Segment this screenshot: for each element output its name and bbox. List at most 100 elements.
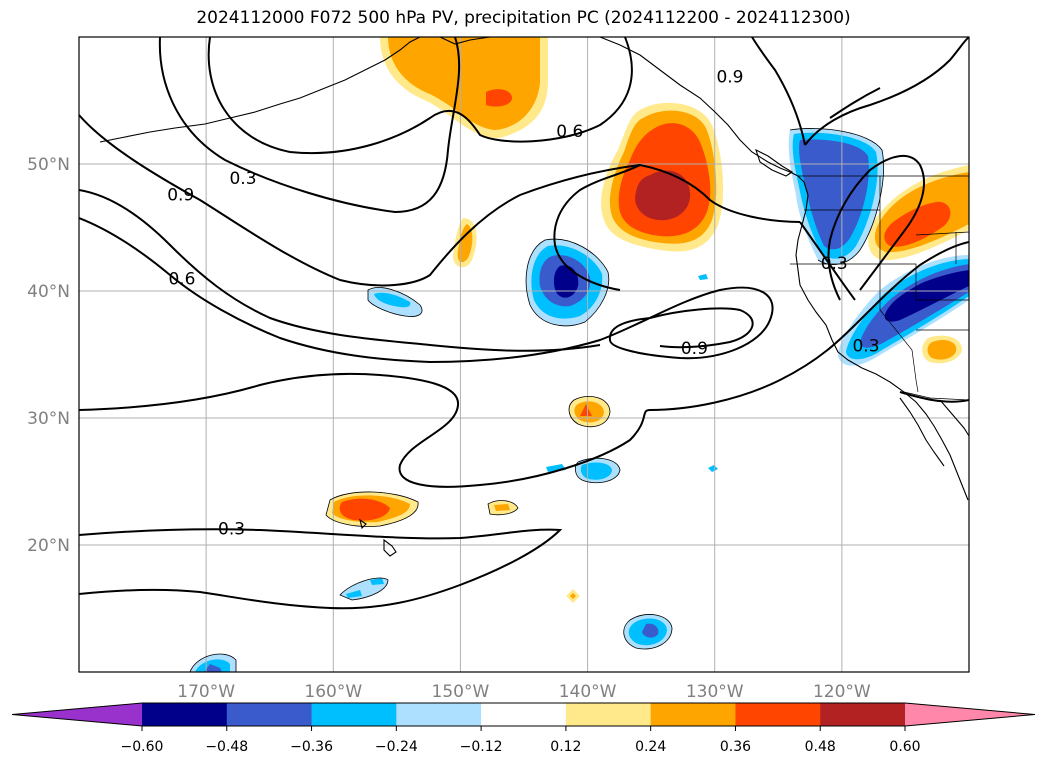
pv-contour-line [827, 155, 925, 301]
pv-contour-line [751, 37, 806, 146]
precip-positive-region [388, 37, 540, 130]
mexico-coastline [939, 399, 969, 437]
colorbar-extend-min [12, 703, 142, 726]
colorbar-swatch [142, 703, 228, 726]
contour-label: 0.6 [168, 269, 195, 289]
precip-positive-region [635, 170, 691, 221]
pv-contour-line [158, 37, 461, 214]
precip-positive-region [486, 89, 512, 107]
political-borders [790, 175, 969, 401]
precip-negative-region [884, 270, 969, 322]
colorbar-swatches [11, 702, 1036, 727]
colorbar-swatch [226, 703, 313, 726]
colorbar-tick-label: −0.12 [460, 739, 503, 755]
longitude-tick-label: 130°W [686, 682, 744, 700]
pv-contour-line [859, 241, 969, 321]
latitude-axis: 20°N 30°N 40°N 50°N [27, 155, 70, 556]
contour-label: 0.9 [681, 339, 708, 359]
longitude-tick-label: 140°W [559, 682, 617, 700]
pv-contour-line [829, 87, 881, 119]
colorbar-ticks: −0.60 −0.48 −0.36 −0.24 −0.12 0.12 0.24 0.36 0.4… [121, 726, 921, 755]
contour-label: 0.9 [716, 67, 743, 87]
precip-outline-contours [189, 128, 884, 672]
figure-title: 2024112000 F072 500 hPa PV, precipitatio… [196, 8, 851, 28]
contour-label: 0.3 [852, 337, 879, 357]
precip-negative-region [642, 623, 659, 638]
pv-contour-line [79, 189, 601, 352]
colorbar-swatch [481, 703, 567, 726]
pv-contours [79, 37, 969, 610]
precip-negative-region [374, 292, 411, 308]
map-panel: 0.9 0.6 0.3 0.9 0.6 0.9 0.3 0.3 0.3 170°W 160°W 15… [27, 36, 970, 700]
longitude-tick-label: 120°W [813, 682, 871, 700]
colorbar-swatch [650, 703, 736, 726]
state-border [915, 231, 969, 236]
hawaii-islands [383, 538, 397, 557]
precip-negative-region [698, 274, 708, 280]
colorbar-swatch [396, 703, 482, 726]
precip-positive-region [570, 593, 576, 599]
contour-label: 0.3 [821, 254, 848, 274]
longitude-axis: 170°W 160°W 150°W 140°W 130°W 120°W [177, 682, 871, 700]
colorbar-swatch [735, 703, 821, 726]
precip-positive-region [927, 340, 957, 360]
precip-negative-region [204, 664, 222, 672]
colorbar-tick-label: 0.36 [720, 739, 751, 755]
alaska-coastline [439, 37, 491, 45]
latitude-tick-label: 50°N [27, 155, 70, 175]
colorbar-extend-max [905, 703, 1035, 726]
latitude-tick-label: 40°N [27, 282, 70, 302]
pv-contour-line [79, 319, 861, 488]
latitude-tick-label: 30°N [27, 409, 70, 429]
vancouver-island [755, 148, 794, 177]
pv-contour-line [804, 37, 969, 146]
precip-negative-region [580, 462, 612, 480]
precip-positive-region [580, 404, 592, 416]
alaska-coastline [99, 37, 421, 143]
contour-label: 0.3 [229, 169, 256, 189]
pv-contour-line [553, 164, 641, 291]
colorbar-swatch [820, 703, 906, 726]
colorbar-tick-label: −0.24 [375, 739, 418, 755]
colorbar-swatch [311, 703, 397, 726]
colorbar-tick-label: 0.48 [805, 739, 836, 755]
precip-negative-region [553, 265, 579, 298]
precip-negative-region [370, 578, 384, 585]
latitude-tick-label: 20°N [27, 536, 70, 556]
precip-positive-region [339, 498, 390, 521]
contour-label: 0.6 [556, 122, 583, 142]
colorbar-tick-label: −0.60 [121, 739, 164, 755]
colorbar-tick-label: 0.24 [635, 739, 666, 755]
longitude-tick-label: 170°W [177, 682, 235, 700]
us-mexico-border [903, 391, 969, 401]
pv-contour-line [79, 114, 641, 287]
hawaii-islands [359, 518, 367, 530]
pv-contour-line [899, 391, 969, 403]
north-america-coastline [599, 37, 969, 501]
precip-positive-region [457, 224, 473, 263]
pv-contour-line [79, 217, 774, 364]
baja-coastline [899, 397, 945, 467]
state-border [880, 263, 969, 301]
contour-label: 0.3 [218, 519, 245, 539]
colorbar-tick-label: −0.36 [290, 739, 333, 755]
map-frame [78, 36, 970, 673]
coastlines [99, 37, 969, 557]
colorbar-tick-label: 0.60 [889, 739, 920, 755]
colorbar-swatch [565, 703, 652, 726]
precip-negative-region [799, 139, 869, 250]
longitude-tick-label: 150°W [432, 682, 490, 700]
precip-negative-region [346, 590, 362, 598]
pv-contour-line [79, 528, 563, 610]
precip-negative-region [708, 465, 718, 472]
colorbar-tick-label: 0.12 [550, 739, 581, 755]
contour-labels: 0.9 0.6 0.3 0.9 0.6 0.9 0.3 0.3 0.3 [167, 67, 879, 539]
precip-positive-region [494, 504, 510, 511]
colorbar-tick-label: −0.48 [205, 739, 248, 755]
state-border [879, 264, 919, 393]
contour-label: 0.9 [167, 185, 194, 205]
pv-contour-line [207, 37, 633, 155]
pv-contour-line [639, 164, 801, 223]
longitude-tick-label: 160°W [304, 682, 362, 700]
